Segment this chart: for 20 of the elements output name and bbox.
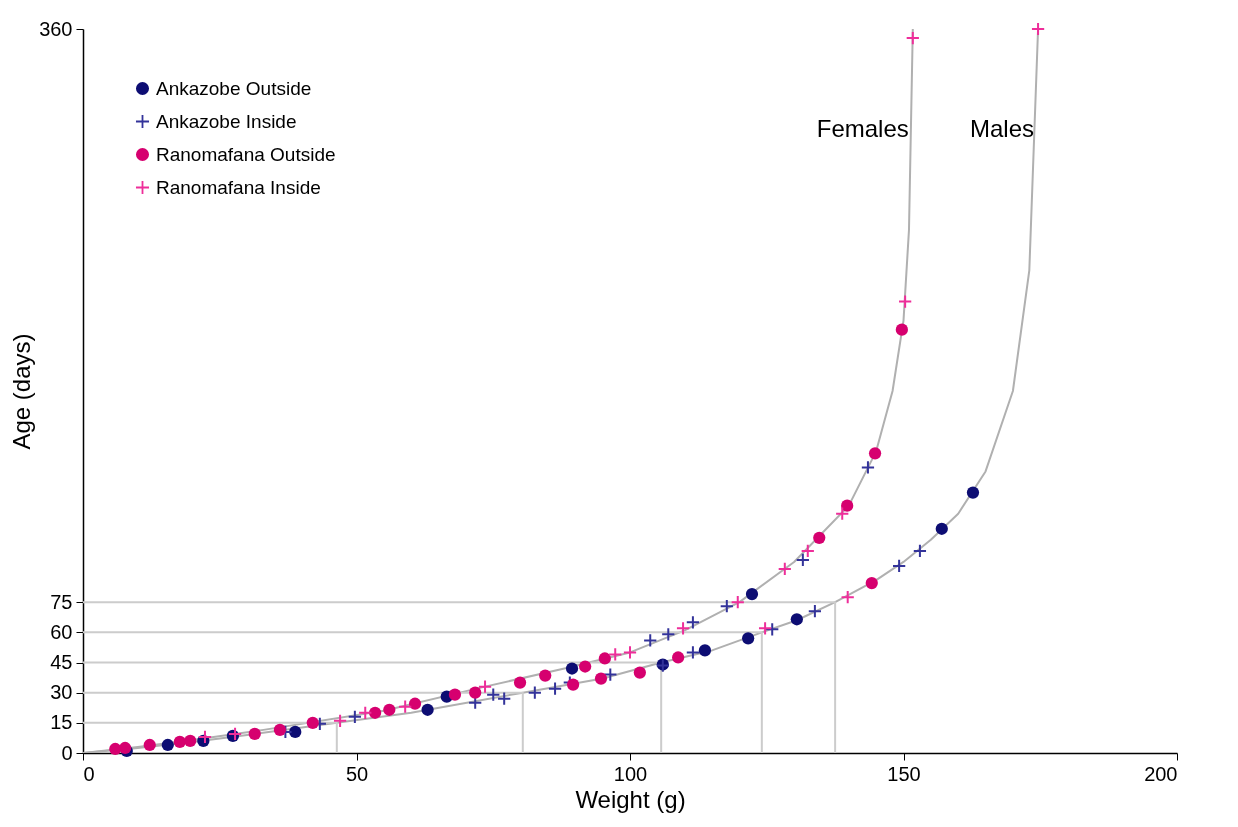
annotation: Females (816, 115, 909, 143)
x-tick-label: 100 (613, 762, 648, 785)
y-tick-label: 360 (39, 17, 73, 40)
y-tick-label: 30 (50, 681, 73, 704)
legend-label: Ranomafana Outside (156, 143, 336, 165)
y-axis-title: Age (days) (8, 333, 36, 450)
x-tick-label: 200 (1144, 762, 1178, 785)
legend-label: Ankazobe Inside (156, 110, 297, 132)
legend-label: Ranomafana Inside (156, 176, 321, 198)
x-tick-label: 150 (887, 762, 921, 785)
annotation: Males (970, 115, 1035, 143)
legend-label: Ankazobe Outside (156, 77, 312, 99)
y-tick-label: 75 (50, 590, 73, 613)
x-tick-label: 50 (345, 762, 369, 785)
y-tick-label: 15 (50, 711, 73, 734)
y-tick-label: 60 (50, 620, 73, 643)
x-axis-title: Weight (g) (575, 785, 686, 813)
y-tick-label: 0 (61, 741, 73, 764)
y-tick-label: 45 (50, 651, 73, 673)
x-tick-label: 0 (83, 762, 95, 785)
